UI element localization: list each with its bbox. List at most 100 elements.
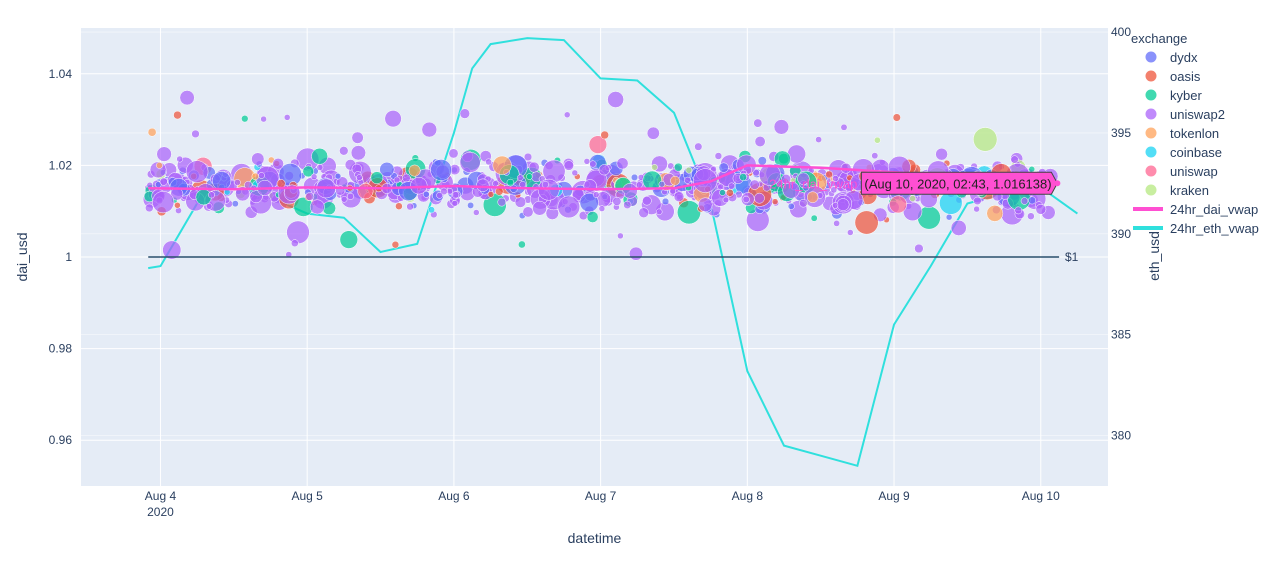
scatter-point-uniswap2: [583, 179, 597, 193]
legend-marker-dydx[interactable]: [1145, 51, 1157, 63]
scatter-point-uniswap2: [541, 180, 549, 189]
y-tick-label: 0.98: [49, 342, 73, 356]
scatter-point-tokenlon: [806, 191, 819, 203]
scatter-point-dydx: [661, 197, 670, 206]
scatter-point-uniswap2: [655, 208, 663, 216]
scatter-point-kyber: [526, 173, 533, 180]
x-tick-sublabel: 2020: [147, 505, 174, 519]
scatter-point-uniswap2: [384, 110, 402, 128]
scatter-point-uniswap2: [646, 126, 660, 140]
scatter-point-uniswap2: [179, 90, 195, 106]
legend-marker-kraken[interactable]: [1145, 184, 1157, 196]
scatter-point-uniswap2: [514, 196, 527, 208]
scatter-point-dydx: [945, 213, 953, 221]
legend-marker-uniswap[interactable]: [1145, 165, 1157, 177]
scatter-point-uniswap2: [176, 155, 184, 163]
scatter-point-dydx: [334, 172, 342, 180]
y2-tick-label: 390: [1111, 227, 1131, 241]
scatter-point-kyber: [719, 189, 726, 196]
scatter-point-uniswap2: [208, 191, 215, 199]
y-tick-label: 1.02: [49, 158, 73, 172]
scatter-point-oasis: [726, 188, 734, 197]
legend-marker-coinbase[interactable]: [1145, 146, 1157, 158]
scatter-point-uniswap2: [836, 198, 850, 211]
scatter-point-uniswap2: [749, 179, 760, 190]
scatter-point-uniswap2: [451, 200, 459, 207]
legend[interactable]: exchange dydx oasis kyber uniswap2 tokenlon co…: [1131, 31, 1259, 236]
scatter-point-uniswap2: [542, 159, 566, 183]
dai-vwap-line: [148, 164, 1058, 191]
scatter-point-uniswap: [889, 195, 907, 214]
scatter-point-uniswap2: [571, 169, 579, 177]
scatter-point-tokenlon: [156, 162, 163, 169]
scatter-point-uniswap2: [346, 192, 355, 200]
scatter-point-uniswap2: [914, 243, 924, 254]
scatter-point-uniswap2: [557, 195, 581, 219]
scatter-point-uniswap2: [406, 202, 414, 211]
legend-marker-tokenlon[interactable]: [1145, 127, 1157, 139]
x-tick-label: Aug 4: [145, 489, 177, 503]
scatter-point-uniswap2: [251, 152, 265, 166]
scatter-point-uniswap2: [523, 152, 533, 162]
scatter-point-uniswap2: [185, 160, 209, 183]
scatter-point-uniswap2: [497, 197, 507, 207]
x-axis-title: datetime: [568, 530, 622, 546]
scatter-point-uniswap2: [635, 181, 643, 189]
scatter-point-uniswap2: [205, 203, 213, 210]
y2-tick-label: 395: [1111, 126, 1131, 140]
scatter-point-uniswap2: [598, 205, 606, 212]
scatter-point-uniswap2: [754, 136, 766, 147]
legend-marker-kyber[interactable]: [1145, 89, 1157, 101]
scatter-point-uniswap2: [563, 160, 574, 171]
scatter-point-kyber: [302, 165, 315, 178]
legend-label-24hr_dai_vwap: 24hr_dai_vwap: [1170, 202, 1258, 217]
scatter-point-coinbase: [428, 206, 435, 214]
scatter-point-dydx: [658, 180, 666, 188]
legend-marker-oasis[interactable]: [1145, 70, 1157, 82]
scatter-point-uniswap2: [258, 172, 265, 179]
scatter-point-dydx: [379, 161, 395, 178]
scatter-point-kraken: [685, 166, 693, 174]
legend-label-kraken: kraken: [1170, 183, 1209, 198]
scatter-point-dydx: [430, 159, 452, 181]
scatter-point-uniswap2: [1027, 212, 1035, 220]
scatter-point-uniswap2: [305, 192, 315, 201]
scatter-point-kyber: [677, 200, 701, 225]
scatter-point-uniswap2: [950, 219, 967, 236]
scatter-point-kraken: [973, 127, 998, 152]
scatter-point-uniswap2: [286, 220, 310, 244]
scatter-point-uniswap2: [612, 196, 622, 206]
y-tick-label: 0.96: [49, 433, 73, 447]
scatter-point-uniswap2: [638, 207, 649, 218]
scatter-point-uniswap2: [758, 163, 781, 186]
y2-tick-label: 400: [1111, 25, 1131, 39]
scatter-point-oasis: [395, 202, 403, 210]
scatter-point-uniswap2: [754, 192, 765, 204]
scatter-point-uniswap2: [517, 174, 524, 181]
scatter-point-uniswap2: [598, 164, 610, 176]
scatter-point-tokenlon: [408, 164, 421, 177]
scatter-point-uniswap2: [780, 174, 792, 185]
scatter-point-uniswap2: [309, 199, 325, 215]
scatter-point-uniswap2: [350, 145, 366, 161]
scatter-point-kyber: [370, 171, 384, 185]
scatter-point-tokenlon: [147, 127, 157, 137]
scatter-point-uniswap2: [234, 179, 241, 186]
x-tick-label: Aug 10: [1022, 489, 1060, 503]
scatter-point-kyber: [586, 211, 599, 223]
scatter-point-dydx: [1028, 196, 1037, 205]
scatter-point-uniswap2: [485, 158, 492, 166]
scatter-point-kraken: [909, 195, 916, 202]
scatter-point-kyber: [673, 162, 683, 172]
y2-tick-label: 385: [1111, 328, 1131, 342]
scatter-point-uniswap2: [782, 181, 800, 199]
scatter-point-uniswap2: [459, 151, 481, 173]
legend-marker-uniswap2[interactable]: [1145, 108, 1157, 120]
scatter-point-uniswap2: [714, 152, 723, 160]
hover-point: [1054, 180, 1061, 187]
scatter-point-uniswap2: [448, 148, 459, 159]
scatter-point-uniswap2: [698, 197, 713, 212]
scatter-point-uniswap2: [642, 195, 652, 206]
scatter-point-uniswap2: [532, 200, 547, 216]
scatter-point-uniswap2: [623, 200, 632, 209]
